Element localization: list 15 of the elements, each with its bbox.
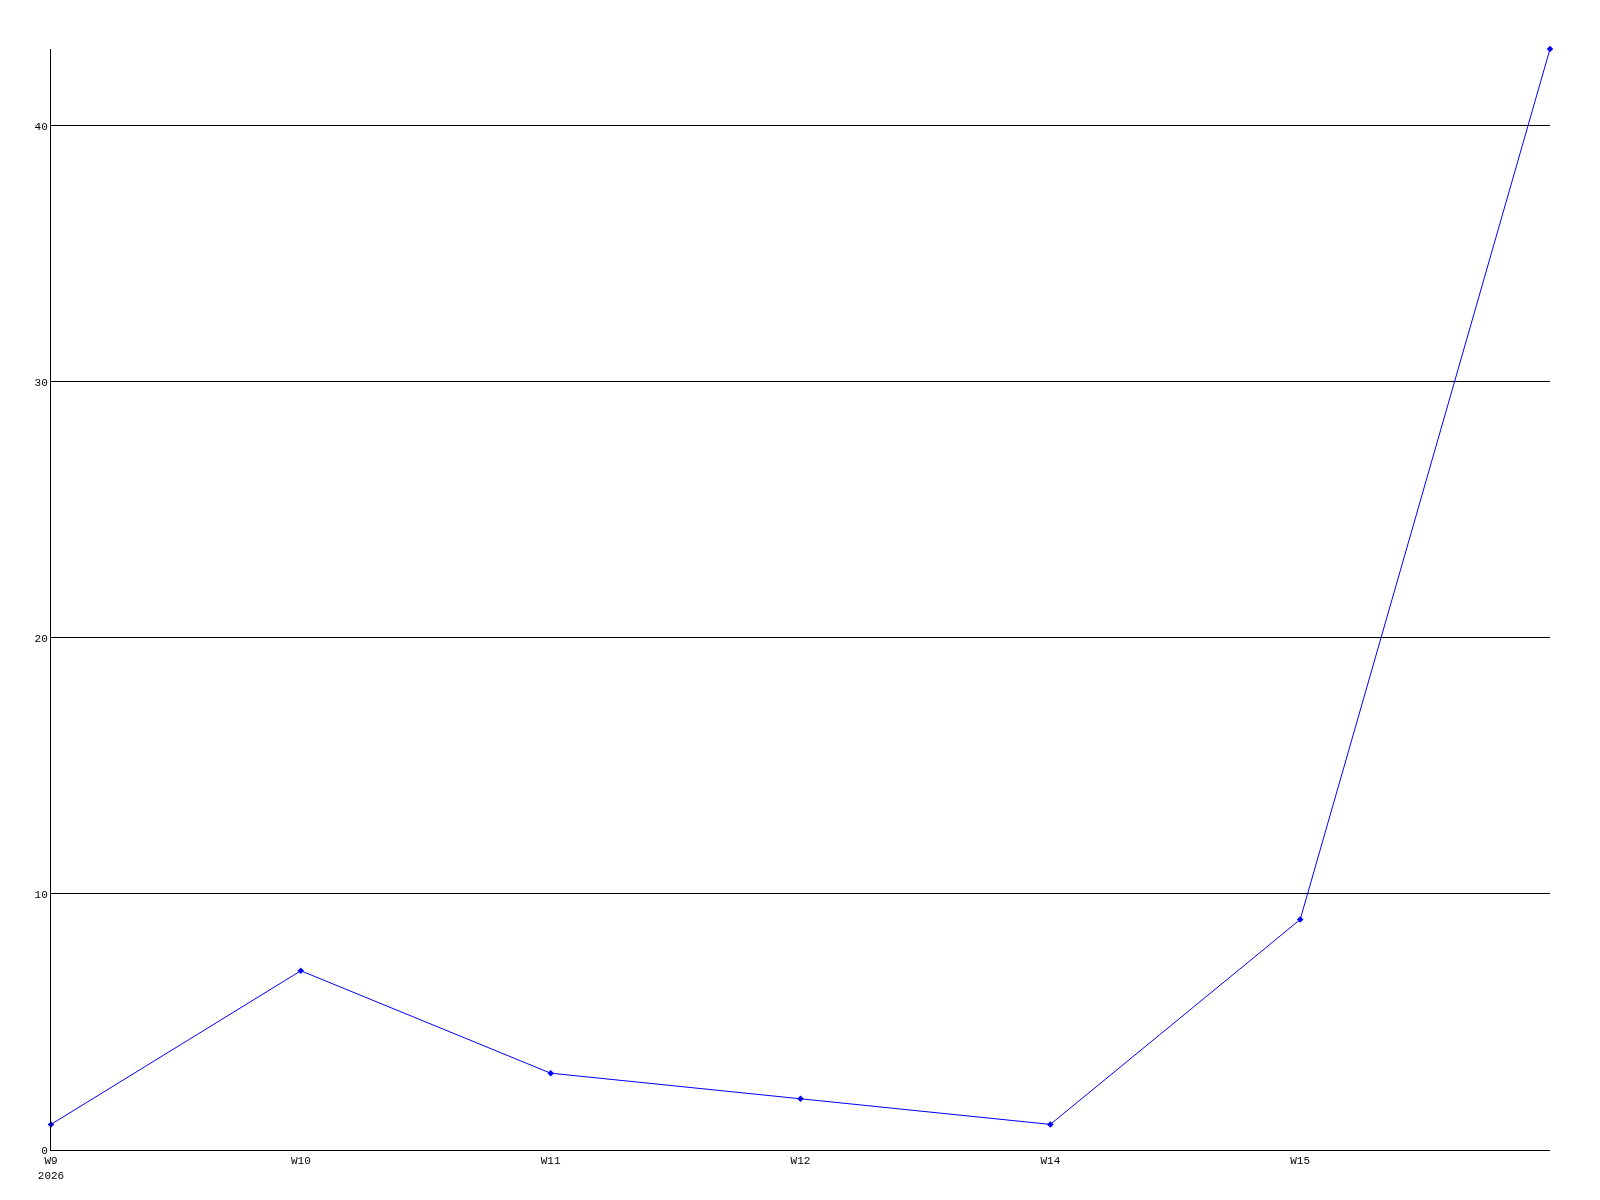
x-tick-label: W11: [540, 1155, 561, 1168]
point: [1047, 1121, 1054, 1128]
y-tick-label: 20: [34, 632, 48, 645]
y-tick-label: 30: [34, 376, 48, 389]
point: [297, 967, 305, 975]
point: [547, 1069, 554, 1077]
x-tick-label: W14: [1040, 1155, 1061, 1168]
x-tick-label: W12: [790, 1155, 811, 1168]
x-tick-label: W15: [1290, 1155, 1311, 1168]
y-tick-label: 10: [34, 888, 48, 901]
x-tick-label: W9 2026: [37, 1155, 65, 1182]
point: [1546, 45, 1554, 53]
y-tick-label: 40: [34, 120, 48, 133]
y-tick-label: 0: [41, 1144, 48, 1157]
x-tick-label: W10: [290, 1155, 311, 1168]
